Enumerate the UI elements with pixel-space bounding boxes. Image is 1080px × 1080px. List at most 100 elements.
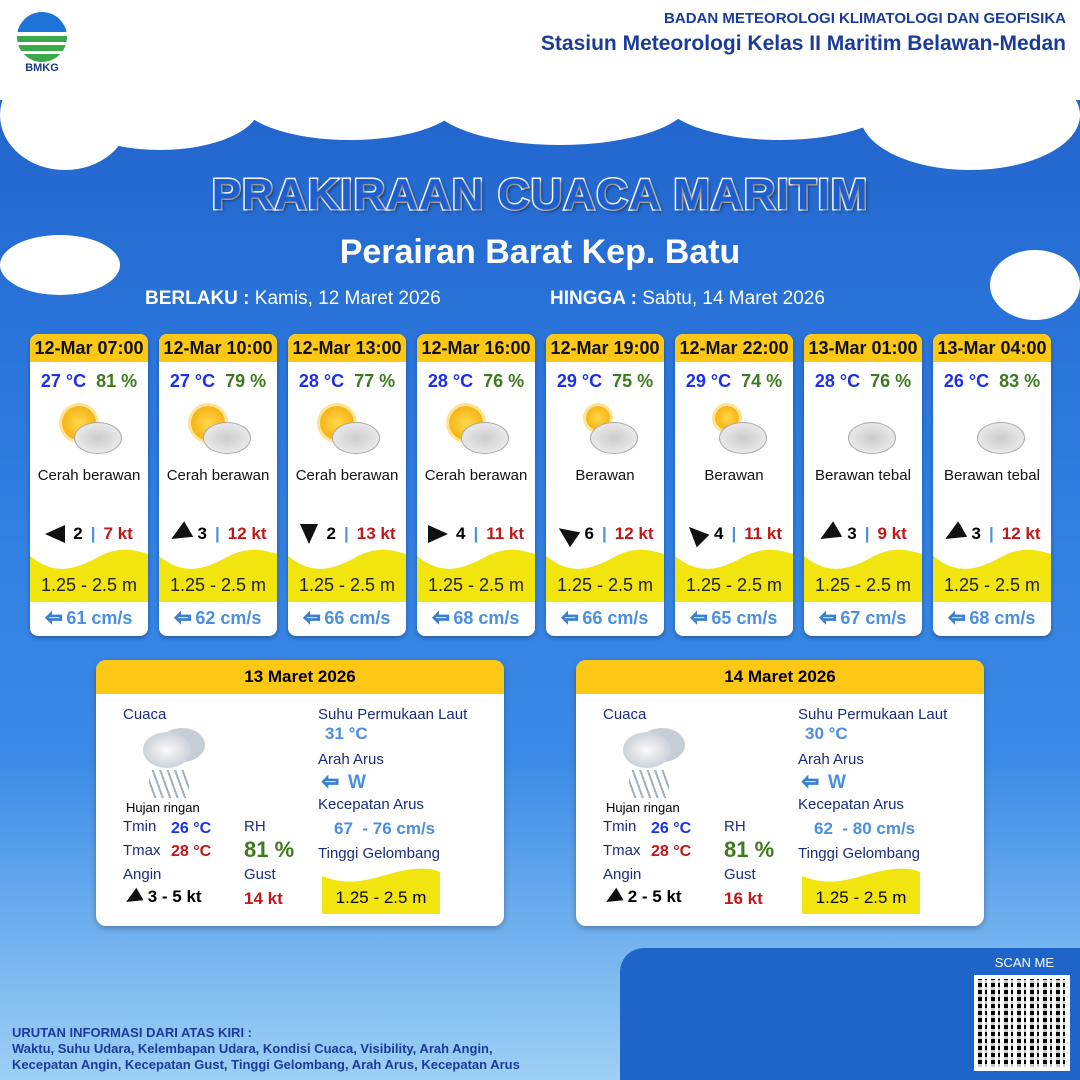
tmax-value: 28 °C [171, 843, 212, 860]
current-speed-value: 66 cm/s [582, 608, 649, 628]
wave-height-value: 1.25 - 2.5 m [40, 575, 138, 595]
gust-speed: 11 kt [744, 524, 783, 543]
wind-direction-arrow-icon [122, 887, 144, 908]
current-direction-arrow-icon: ⇦ [948, 607, 966, 630]
current-speed: ⇦ 66 cm/s [288, 605, 406, 630]
qr-code[interactable] [974, 975, 1070, 1071]
weather-label: Cuaca [123, 706, 167, 723]
daily-wave-height: 1.25 - 2.5 m [322, 868, 440, 914]
current-direction-arrow-icon: ⇦ [322, 771, 340, 794]
cloud-decor [60, 60, 260, 150]
daily-condition: Hujan ringan [606, 800, 680, 815]
forecast-card: 13-Mar 01:00 28 °C 76 % Berawan tebal 3 |… [804, 334, 922, 636]
wind-label: Angin [123, 866, 162, 883]
forecast-card: 12-Mar 07:00 27 °C 81 % Cerah berawan 2 |… [30, 334, 148, 636]
wave-height: 1.25 - 2.5 m [804, 548, 922, 602]
forecast-card: 12-Mar 13:00 28 °C 77 % Cerah berawan 2 |… [288, 334, 406, 636]
tmax-label: Tmax [603, 842, 641, 859]
forecast-time: 12-Mar 07:00 [30, 334, 148, 362]
forecast-card: 12-Mar 10:00 27 °C 79 % Cerah berawan 3 |… [159, 334, 277, 636]
separator: | [988, 524, 994, 543]
humidity: 83 % [999, 371, 1041, 391]
temp-rh: 26 °C 83 % [933, 371, 1051, 392]
separator: | [864, 524, 870, 543]
separator: | [601, 524, 607, 543]
cloud-icon [74, 422, 122, 454]
footer-line: Waktu, Suhu Udara, Kelembapan Udara, Kon… [12, 1041, 493, 1056]
gust-speed: 13 kt [356, 524, 396, 543]
overcast-icon [828, 404, 898, 459]
current-speed-value: 66 cm/s [324, 608, 391, 628]
gust-value: 16 kt [724, 889, 763, 908]
daily-wind: 2 - 5 kt [602, 887, 682, 908]
wind-row: 3 | 9 kt [804, 521, 922, 547]
wave-height: 1.25 - 2.5 m [546, 548, 664, 602]
wave-height: 1.25 - 2.5 m [675, 548, 793, 602]
wave-height: 1.25 - 2.5 m [159, 548, 277, 602]
wind-direction-arrow-icon [166, 521, 193, 547]
current-speed-label: Kecepatan Arus [318, 796, 424, 813]
station-name: Stasiun Meteorologi Kelas II Maritim Bel… [540, 32, 1066, 55]
wind-speed: 4 [713, 524, 724, 543]
page-title: PRAKIRAAN CUACA MARITIM [210, 169, 869, 221]
forecast-time: 12-Mar 13:00 [288, 334, 406, 362]
current-direction-arrow-icon: ⇦ [303, 607, 321, 630]
current-speed: ⇦ 61 cm/s [30, 605, 148, 630]
current-dir-label: Arah Arus [798, 751, 864, 768]
gust-speed: 9 kt [877, 524, 907, 543]
wave-height-value: 1.25 - 2.5 m [335, 888, 427, 907]
wave-height: 1.25 - 2.5 m [933, 548, 1051, 602]
cloud-decor [0, 235, 120, 295]
wind-row: 2 | 13 kt [288, 524, 406, 544]
wind-direction-arrow-icon [940, 521, 967, 547]
daily-date: 14 Maret 2026 [576, 660, 984, 694]
tmin-value: 26 °C [651, 820, 692, 837]
cloud-icon [332, 422, 380, 454]
wind-direction-arrow-icon [427, 525, 448, 543]
wind-speed: 6 [584, 524, 594, 543]
bmkg-logo: BMKG [14, 12, 70, 74]
forecast-card: 12-Mar 16:00 28 °C 76 % Cerah berawan 4 |… [417, 334, 535, 636]
cloudy-icon [699, 404, 769, 459]
weather-condition: Cerah berawan [295, 467, 399, 484]
cloudy-icon [570, 404, 640, 459]
current-direction-arrow-icon: ⇦ [802, 771, 820, 794]
footer-line: URUTAN INFORMASI DARI ATAS KIRI : [12, 1025, 252, 1040]
wind-row: 4 | 11 kt [675, 520, 793, 548]
current-speed-value: 68 cm/s [969, 608, 1036, 628]
temperature: 28 °C [814, 371, 861, 391]
forecast-card: 12-Mar 19:00 29 °C 75 % Berawan 6 | 12 kt … [546, 334, 664, 636]
current-speed-value: 68 cm/s [453, 608, 520, 628]
forecast-time: 12-Mar 22:00 [675, 334, 793, 362]
forecast-time: 13-Mar 01:00 [804, 334, 922, 362]
tmin-label: Tmin [603, 818, 637, 835]
current-speed-range: 62 - 80 cm/s [814, 819, 916, 838]
temperature: 29 °C [556, 371, 603, 391]
light-rain-icon [141, 728, 211, 800]
wave-height-value: 1.25 - 2.5 m [943, 575, 1041, 595]
gust-speed: 7 kt [103, 524, 133, 543]
daily-wave-height: 1.25 - 2.5 m [802, 868, 920, 914]
gust-speed: 11 kt [486, 524, 525, 543]
wind-speed: 2 [326, 524, 336, 543]
sst-value: 31 °C [325, 724, 368, 743]
wind-range: 2 - 5 kt [627, 887, 682, 906]
partly-cloudy-icon [441, 404, 511, 459]
temperature: 28 °C [298, 371, 345, 391]
current-speed-value: 65 cm/s [711, 608, 778, 628]
temperature: 27 °C [40, 371, 87, 391]
current-speed-value: 67 cm/s [840, 608, 907, 628]
wind-range: 3 - 5 kt [147, 887, 202, 906]
valid-to: HINGGA : Sabtu, 14 Maret 2026 [550, 288, 825, 310]
weather-condition: Cerah berawan [166, 467, 270, 484]
current-direction: ⇦ W [802, 769, 846, 794]
separator: | [473, 524, 479, 543]
temp-rh: 29 °C 75 % [546, 371, 664, 392]
wind-speed: 3 [197, 524, 207, 543]
wave-height-value: 1.25 - 2.5 m [556, 575, 654, 595]
wave-height-value: 1.25 - 2.5 m [685, 575, 783, 595]
cloud-icon [719, 422, 767, 454]
humidity: 81 % [96, 371, 138, 391]
forecast-time: 12-Mar 16:00 [417, 334, 535, 362]
cloud-icon [590, 422, 638, 454]
